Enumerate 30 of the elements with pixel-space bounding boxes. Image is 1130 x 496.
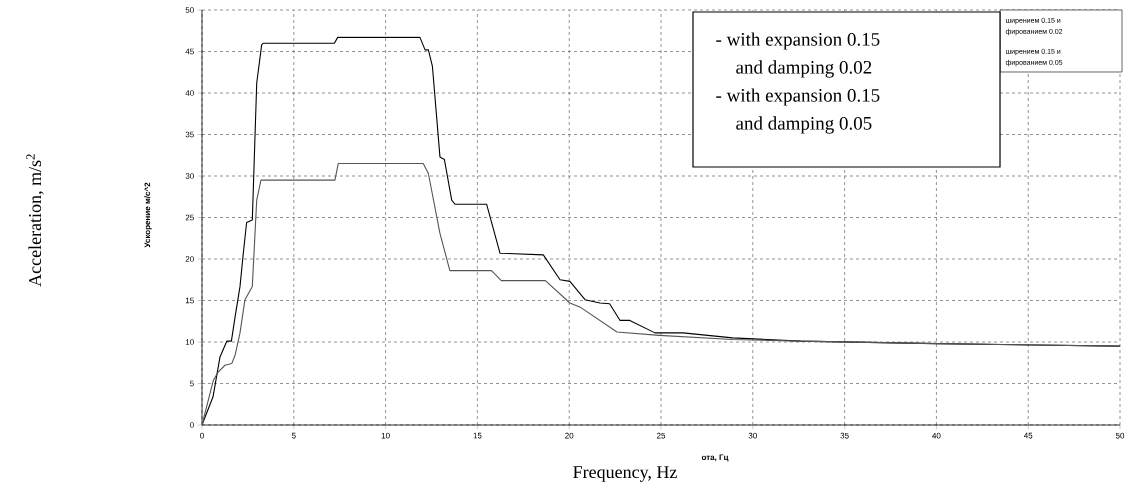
y-tick-label: 35 [185,131,194,138]
x-tick-label: 30 [748,432,757,439]
y-axis-title: Ускорение м/с^2 [144,182,152,248]
x-tick-label: 50 [1115,432,1125,439]
y-tick-label: 30 [185,173,194,179]
x-tick-label: 10 [381,432,390,439]
text: ота, Гц [701,454,729,462]
annotation: - with expansion 0.15 [716,88,880,106]
x-tick-label: 20 [565,432,574,439]
annotation: and damping 0.02 [736,60,872,78]
y-tick-label: 5 [190,380,194,387]
y-tick-label: 0 [190,422,194,428]
annotation: and damping 0.05 [736,116,872,134]
x-tick-label: 35 [840,432,849,439]
y-tick-label: 45 [185,48,194,55]
y-tick-label: 20 [185,256,194,262]
x-tick-label: 5 [291,432,296,439]
annotation: - with expansion 0.15 [716,32,880,50]
x-tick-label: 25 [656,432,666,439]
text: Acceleration, m/s$^{2}$ [26,154,44,287]
x-tick-label: 15 [473,432,482,439]
y-tick-label: 50 [185,7,194,13]
x-tick-label: 40 [932,432,941,439]
x-axis-title: Frequency, Hz [573,466,677,482]
y-tick-label: 25 [185,214,194,221]
y-tick-label: 10 [185,339,194,345]
y-tick-label: 15 [185,297,194,304]
x-tick-label: 0 [200,432,204,439]
x-tick-label: 45 [1023,432,1033,439]
y-tick-label: 40 [185,90,194,96]
